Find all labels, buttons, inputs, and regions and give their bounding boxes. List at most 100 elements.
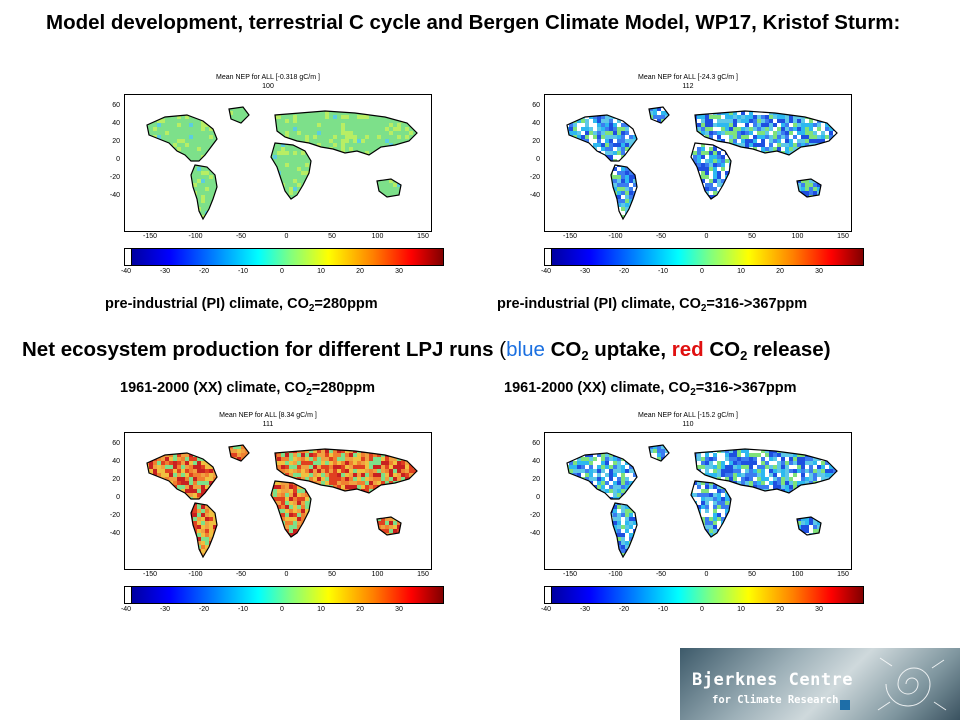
colorbar-tick-label: 30 <box>815 606 823 613</box>
colorbar-tick-label: 30 <box>395 268 403 275</box>
x-tick-label: -100 <box>608 233 623 240</box>
y-tick-label: -40 <box>109 530 120 537</box>
colorbar-tick-label: -10 <box>237 268 249 275</box>
colorbar-tick-label: -30 <box>579 606 591 613</box>
y-tick-label: 40 <box>112 120 120 127</box>
y-tick-label: -40 <box>109 192 120 199</box>
colorbar <box>544 586 864 604</box>
caption-xx-316: 1961-2000 (XX) climate, CO2=316->367ppm <box>504 380 797 398</box>
colorbar-tick-label: -20 <box>198 268 210 275</box>
nep-map-panel-xx-280: Mean NEP for ALL [8.34 gC/m ] 111 60 40 20 0 -… <box>98 412 444 654</box>
y-tick-label: -20 <box>529 512 540 519</box>
colorbar-tick-label: -10 <box>657 606 669 613</box>
x-tick-label: 0 <box>704 571 709 578</box>
y-tick-label: 40 <box>532 120 540 127</box>
x-tick-label: -150 <box>142 571 157 578</box>
colorbar <box>124 586 444 604</box>
nep-map-panel-xx-316: Mean NEP for ALL [-15.2 gC/m ] 110 60 40 20 0… <box>518 412 864 654</box>
world-map <box>544 94 852 232</box>
colorbar-tick-label: 30 <box>815 268 823 275</box>
map-title: Mean NEP for ALL [8.34 gC/m ] <box>219 412 317 419</box>
x-tick-label: 100 <box>791 571 804 578</box>
colorbar-tick-label: -40 <box>120 268 132 275</box>
y-tick-label: 20 <box>532 476 540 483</box>
x-tick-label: -100 <box>188 571 203 578</box>
logo-square-icon <box>840 700 850 710</box>
y-tick-label: -40 <box>529 530 540 537</box>
y-tick-label: 20 <box>112 476 120 483</box>
x-tick-label: -50 <box>235 233 247 240</box>
colorbar-tick-label: 0 <box>280 268 284 275</box>
x-tick-label: 0 <box>284 571 289 578</box>
nep-map-panel-pi-280: Mean NEP for ALL [-0.318 gC/m ] 100 60 40 20… <box>98 74 444 316</box>
heading-blue-word: blue <box>506 338 545 361</box>
x-tick-label: -50 <box>235 571 247 578</box>
y-tick-label: 60 <box>112 102 120 109</box>
y-tick-label: -20 <box>109 512 120 519</box>
x-tick-label: -100 <box>608 571 623 578</box>
colorbar-tick-label: 0 <box>700 606 704 613</box>
x-tick-label: 50 <box>748 571 756 578</box>
colorbar-tick-label: 0 <box>280 606 284 613</box>
bjerknes-centre-logo: Bjerknes Centre for Climate Research <box>680 648 960 720</box>
logo-line1: Bjerknes Centre <box>692 670 854 690</box>
world-map <box>124 432 432 570</box>
y-tick-label: 40 <box>112 458 120 465</box>
caption-pi-316: pre-industrial (PI) climate, CO2=316->36… <box>497 296 808 314</box>
map-number: 111 <box>262 421 274 428</box>
colorbar-tick-label: -10 <box>237 606 249 613</box>
x-tick-label: -50 <box>655 233 667 240</box>
map-number: 100 <box>262 83 274 90</box>
x-tick-label: 100 <box>371 571 384 578</box>
y-tick-label: 0 <box>116 156 120 163</box>
x-tick-label: 50 <box>328 233 336 240</box>
colorbar-tick-label: 20 <box>356 268 364 275</box>
colorbar-tick-label: -20 <box>618 606 630 613</box>
slide-title: Model development, terrestrial C cycle a… <box>46 11 901 34</box>
world-map <box>544 432 852 570</box>
world-map <box>124 94 432 232</box>
caption-pi-280: pre-industrial (PI) climate, CO2=280ppm <box>105 296 378 314</box>
map-title: Mean NEP for ALL [-24.3 gC/m ] <box>638 74 738 81</box>
map-title: Mean NEP for ALL [-0.318 gC/m ] <box>216 74 320 81</box>
x-tick-label: 50 <box>328 571 336 578</box>
y-tick-label: 20 <box>112 138 120 145</box>
colorbar-tick-label: -40 <box>540 268 552 275</box>
colorbar-tick-label: 10 <box>317 606 325 613</box>
y-tick-label: -40 <box>529 192 540 199</box>
heading-red-word: red <box>671 338 704 361</box>
map-number: 110 <box>682 421 694 428</box>
colorbar-tick-label: -40 <box>120 606 132 613</box>
y-tick-label: 60 <box>112 440 120 447</box>
x-tick-label: -150 <box>562 233 577 240</box>
section-heading: Net ecosystem production for different L… <box>22 338 831 363</box>
x-tick-label: 150 <box>837 571 849 578</box>
logo-line2: for Climate Research <box>712 694 839 706</box>
x-tick-label: 100 <box>791 233 804 240</box>
colorbar-tick-label: -30 <box>579 268 591 275</box>
y-tick-label: 0 <box>536 494 540 501</box>
y-tick-label: 20 <box>532 138 540 145</box>
colorbar <box>544 248 864 266</box>
map-number: 112 <box>682 83 694 90</box>
colorbar-tick-label: 10 <box>317 268 325 275</box>
x-tick-label: 0 <box>704 233 709 240</box>
y-tick-label: -20 <box>529 174 540 181</box>
nep-map-panel-pi-316: Mean NEP for ALL [-24.3 gC/m ] 112 60 40 20 0… <box>518 74 864 316</box>
y-tick-label: -20 <box>109 174 120 181</box>
x-tick-label: 50 <box>748 233 756 240</box>
colorbar-tick-label: 10 <box>737 606 745 613</box>
colorbar-tick-label: -40 <box>540 606 552 613</box>
y-tick-label: 60 <box>532 102 540 109</box>
y-tick-label: 60 <box>532 440 540 447</box>
colorbar-tick-label: -20 <box>618 268 630 275</box>
colorbar-tick-label: -30 <box>159 268 171 275</box>
colorbar-tick-label: -20 <box>198 606 210 613</box>
x-tick-label: 150 <box>417 233 429 240</box>
x-tick-label: 150 <box>417 571 429 578</box>
caption-xx-280: 1961-2000 (XX) climate, CO2=280ppm <box>120 380 376 398</box>
colorbar-tick-label: 10 <box>737 268 745 275</box>
colorbar-tick-label: 20 <box>356 606 364 613</box>
swirl-icon <box>877 657 947 711</box>
colorbar-tick-label: -30 <box>159 606 171 613</box>
